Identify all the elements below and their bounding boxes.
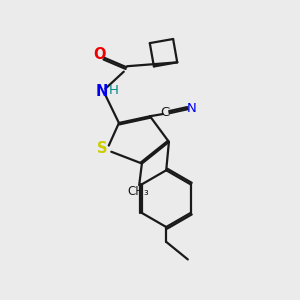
Text: C: C bbox=[160, 106, 170, 119]
Text: O: O bbox=[93, 46, 106, 62]
Text: S: S bbox=[97, 141, 107, 156]
Text: N: N bbox=[95, 84, 108, 99]
Text: N: N bbox=[187, 102, 197, 115]
Text: CH₃: CH₃ bbox=[127, 185, 149, 198]
Text: H: H bbox=[109, 84, 118, 97]
